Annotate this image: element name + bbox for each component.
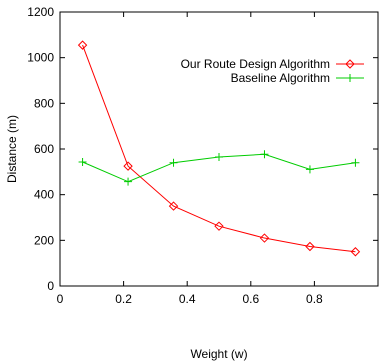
series-1 <box>77 40 361 257</box>
data-point <box>123 161 133 171</box>
x-tick-label: 0.6 <box>242 292 259 306</box>
x-tick-label: 0.2 <box>115 292 132 306</box>
y-axis-title: Distance (m) <box>5 115 19 183</box>
y-tick-label: 0 <box>47 279 54 293</box>
y-tick-label: 800 <box>34 96 54 110</box>
data-point <box>305 165 314 174</box>
plot-area <box>59 11 379 287</box>
data-point <box>305 241 315 252</box>
data-point <box>215 152 223 161</box>
x-tick-label: 0.4 <box>179 292 196 306</box>
y-tick-label: 200 <box>34 233 54 247</box>
x-axis-title: Weight (w) <box>190 347 247 361</box>
data-point <box>168 201 179 211</box>
series-2 <box>78 150 360 186</box>
legend-label: Baseline Algorithm <box>231 71 330 85</box>
legend-swatch-marker <box>346 74 354 82</box>
data-point <box>351 158 360 167</box>
plot-frame <box>59 11 379 287</box>
data-point <box>77 40 88 50</box>
legend-swatch-marker <box>345 59 355 69</box>
data-point <box>259 233 270 243</box>
data-point <box>214 221 224 231</box>
legend-entry: Baseline Algorithm <box>231 71 364 85</box>
legend-label: Our Route Design Algorithm <box>181 57 330 71</box>
data-point <box>124 177 133 186</box>
x-tick-label: 0 <box>57 292 64 306</box>
series-line <box>82 44 356 253</box>
data-point <box>78 158 87 167</box>
y-tick-label: 600 <box>34 142 54 156</box>
legend-entry: Our Route Design Algorithm <box>181 57 364 71</box>
y-tick-label: 1000 <box>27 51 54 65</box>
y-tick-label: 400 <box>34 188 54 202</box>
data-point <box>350 247 361 257</box>
data-point <box>260 150 269 159</box>
axes: 0 200 400 600 800 1000 1200 0 0.2 0.4 0.6 0.8 <box>27 5 378 306</box>
series-group <box>77 40 361 257</box>
y-tick-label: 1200 <box>27 5 54 19</box>
x-tick-label: 0.8 <box>306 292 323 306</box>
data-point <box>169 158 178 167</box>
